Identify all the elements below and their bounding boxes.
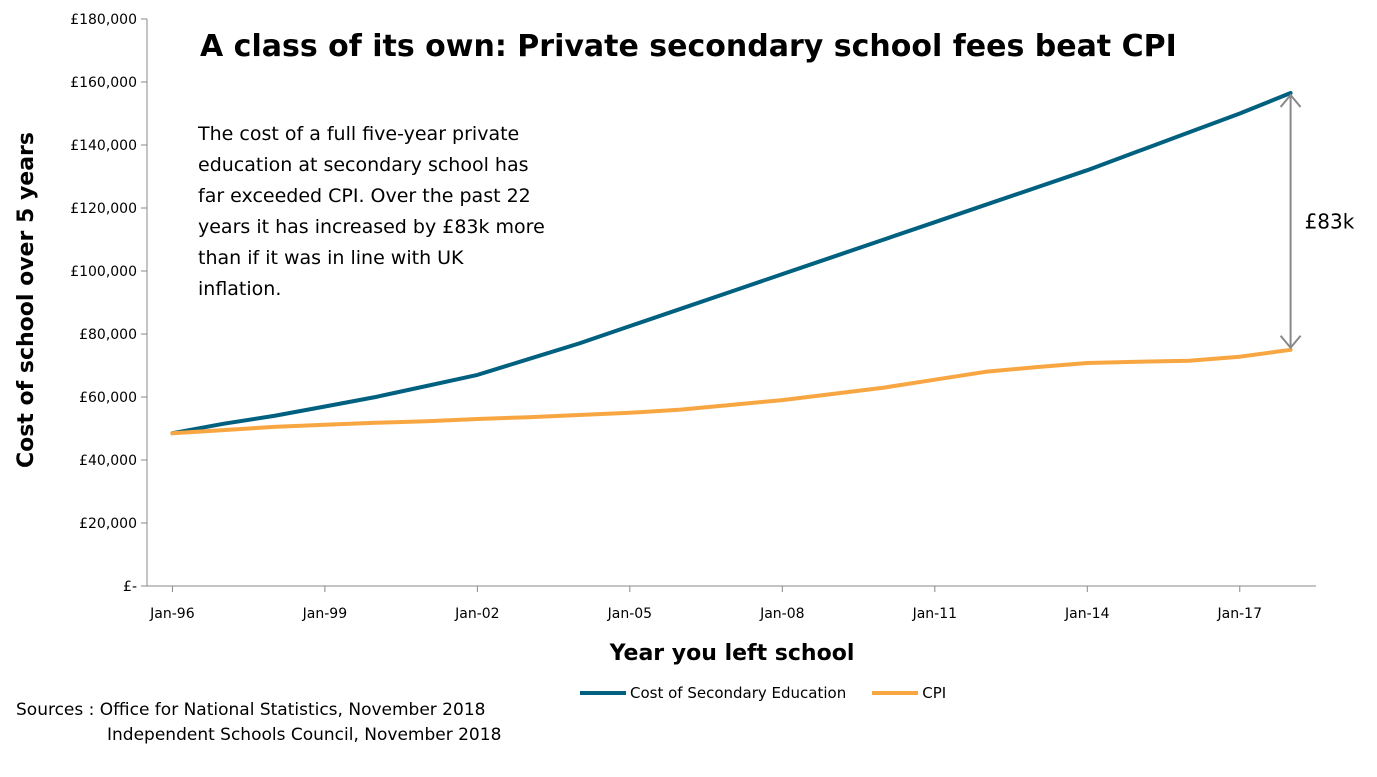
x-tick-label: Jan-99 xyxy=(302,606,347,622)
y-tick-label: £- xyxy=(123,579,137,595)
y-tick-label: £60,000 xyxy=(79,390,137,406)
x-tick-label: Jan-17 xyxy=(1217,606,1262,622)
annotation-line: inflation. xyxy=(198,278,282,300)
y-tick-label: £40,000 xyxy=(79,453,137,469)
gap-marker: £83k xyxy=(1279,93,1355,350)
gap-arrow-head-bottom xyxy=(1279,335,1302,350)
chart-title: A class of its own: Private secondary sc… xyxy=(200,29,1177,64)
y-tick-label: £80,000 xyxy=(79,327,137,343)
legend-label-secondary-education: Cost of Secondary Education xyxy=(630,684,847,702)
y-tick-label: £160,000 xyxy=(70,75,137,91)
legend: Cost of Secondary Education CPI xyxy=(580,684,972,702)
y-tick-label: £100,000 xyxy=(70,264,137,280)
series-line-secondary-education xyxy=(170,91,1293,436)
annotation-line: The cost of a full five-year private xyxy=(198,123,520,145)
axes: £- £20,000 £40,000 £60,000 £80,000 £100,000 £1… xyxy=(70,12,1316,622)
chart-annotation: The cost of a full five-year private edu… xyxy=(198,119,578,305)
x-tick-label: Jan-11 xyxy=(912,606,957,622)
y-tick-label: £120,000 xyxy=(70,201,137,217)
x-tick-label: Jan-96 xyxy=(149,606,195,622)
y-tick-label: £180,000 xyxy=(70,12,137,28)
annotation-line: than if it was in line with UK xyxy=(198,247,464,269)
annotation-line: years it has increased by £83k more xyxy=(198,216,545,238)
gap-label: £83k xyxy=(1305,209,1355,233)
x-axis-title: Year you left school xyxy=(609,641,855,666)
x-tick-label: Jan-05 xyxy=(607,606,652,622)
legend-swatch-cpi xyxy=(872,691,919,695)
y-axis-title: Cost of school over 5 years xyxy=(14,132,39,468)
sources-note: Sources : Office for National Statistics… xyxy=(16,698,501,748)
y-tick-label: £140,000 xyxy=(70,138,137,154)
series-line-cpi xyxy=(170,347,1293,436)
sources-line-2: Independent Schools Council, November 20… xyxy=(107,725,502,745)
legend-swatch-secondary-education xyxy=(580,691,626,695)
legend-label-cpi: CPI xyxy=(922,684,947,702)
gap-arrow-head-top xyxy=(1279,93,1302,108)
y-axis-title-group: Cost of school over 5 years xyxy=(14,132,39,468)
x-tick-label: Jan-08 xyxy=(759,606,804,622)
sources-line-1: Sources : Office for National Statistics… xyxy=(16,700,486,720)
x-tick-label: Jan-14 xyxy=(1064,606,1110,622)
x-tick-label: Jan-02 xyxy=(454,606,499,622)
legend-item-cpi: CPI xyxy=(872,684,946,702)
y-tick-label: £20,000 xyxy=(79,516,137,532)
legend-item-secondary-education: Cost of Secondary Education xyxy=(580,684,846,702)
series-layer xyxy=(170,91,1293,436)
annotation-line: education at secondary school has xyxy=(198,154,529,176)
annotation-line: far exceeded CPI. Over the past 22 xyxy=(198,185,531,207)
